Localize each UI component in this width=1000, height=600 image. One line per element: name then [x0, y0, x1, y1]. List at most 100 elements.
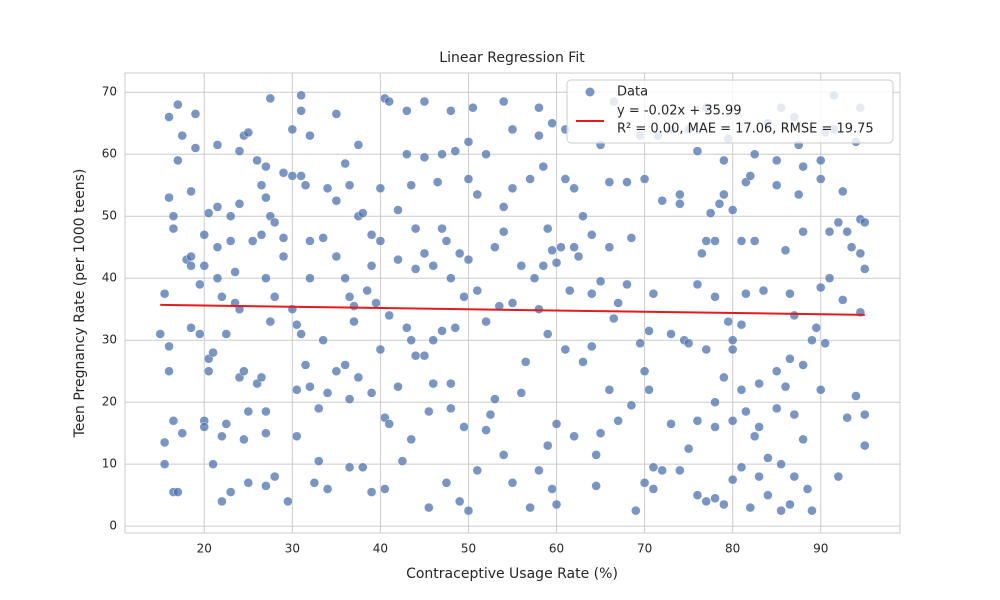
data-point	[446, 273, 456, 283]
data-point	[846, 242, 857, 252]
data-point	[424, 502, 434, 513]
data-point	[256, 230, 267, 240]
data-point	[437, 223, 447, 234]
data-point	[578, 211, 588, 221]
data-point	[234, 199, 245, 209]
data-point	[217, 292, 227, 302]
data-point	[785, 354, 795, 364]
data-point	[833, 217, 844, 228]
data-point	[239, 434, 249, 445]
data-point	[256, 180, 267, 190]
data-point	[212, 202, 223, 212]
data-point	[860, 409, 870, 420]
data-point	[243, 127, 253, 138]
data-point	[331, 366, 342, 376]
data-point	[816, 385, 826, 395]
data-point	[402, 149, 412, 159]
data-point	[428, 378, 438, 389]
data-point	[710, 493, 720, 503]
data-point	[177, 130, 187, 141]
data-point	[613, 416, 623, 426]
data-point	[776, 459, 786, 469]
data-point	[741, 406, 751, 417]
data-point	[340, 158, 350, 169]
data-point	[203, 208, 214, 218]
data-point	[498, 202, 509, 212]
data-point	[217, 431, 227, 441]
data-point	[719, 372, 729, 383]
data-point	[666, 329, 676, 339]
legend: Data y = -0.02x + 35.99 R² = 0.00, MAE = 1…	[566, 79, 894, 144]
data-point	[212, 242, 223, 252]
x-tick-label: 20	[197, 542, 212, 556]
data-point	[498, 96, 509, 107]
data-point	[344, 292, 355, 302]
data-point	[639, 478, 650, 488]
data-point	[591, 450, 601, 460]
data-point	[287, 124, 298, 135]
data-point	[675, 189, 685, 200]
data-point	[644, 326, 654, 336]
data-point	[798, 161, 808, 172]
data-point	[538, 261, 549, 271]
data-point	[261, 428, 271, 438]
data-point	[498, 227, 509, 237]
data-point	[296, 329, 306, 339]
data-point	[164, 112, 174, 122]
data-point	[437, 149, 447, 159]
data-point	[380, 484, 390, 494]
data-point	[485, 409, 496, 420]
data-point	[384, 310, 394, 321]
data-point	[318, 233, 328, 243]
data-point	[454, 248, 465, 259]
data-point	[534, 304, 544, 314]
data-point	[437, 326, 447, 336]
data-point	[705, 208, 716, 218]
legend-marker	[585, 87, 595, 97]
data-point	[463, 505, 474, 516]
data-point	[261, 192, 271, 203]
data-point	[657, 196, 667, 206]
data-point	[719, 189, 729, 200]
data-point	[300, 360, 311, 370]
data-point	[450, 323, 460, 333]
data-point	[749, 236, 760, 246]
data-point	[714, 199, 725, 209]
data-point	[331, 196, 342, 206]
data-point	[701, 496, 711, 507]
data-point	[234, 146, 245, 156]
data-point	[701, 344, 711, 355]
data-point	[424, 406, 434, 417]
data-point	[754, 422, 764, 432]
data-point	[569, 242, 579, 252]
data-point	[609, 313, 619, 324]
data-point	[811, 323, 822, 333]
data-point	[789, 409, 800, 420]
data-point	[820, 338, 830, 348]
data-point	[763, 490, 773, 500]
data-point	[261, 273, 271, 283]
data-point	[186, 251, 196, 262]
data-point	[556, 242, 566, 252]
data-point	[860, 264, 870, 274]
data-point	[358, 208, 368, 218]
data-point	[292, 385, 302, 395]
legend-label: y = -0.02x + 35.99	[617, 104, 742, 119]
data-point	[719, 155, 729, 166]
data-point	[719, 499, 729, 510]
data-point	[754, 378, 764, 389]
data-point	[838, 295, 848, 305]
data-point	[292, 319, 302, 330]
data-point	[772, 155, 782, 166]
data-point	[371, 298, 381, 308]
data-point	[406, 180, 416, 190]
data-point	[551, 419, 562, 429]
data-point	[798, 434, 808, 445]
data-point	[261, 161, 271, 172]
data-point	[635, 338, 645, 348]
data-point	[331, 109, 342, 119]
data-point	[538, 161, 549, 172]
data-point	[692, 416, 703, 426]
data-point	[402, 323, 412, 333]
